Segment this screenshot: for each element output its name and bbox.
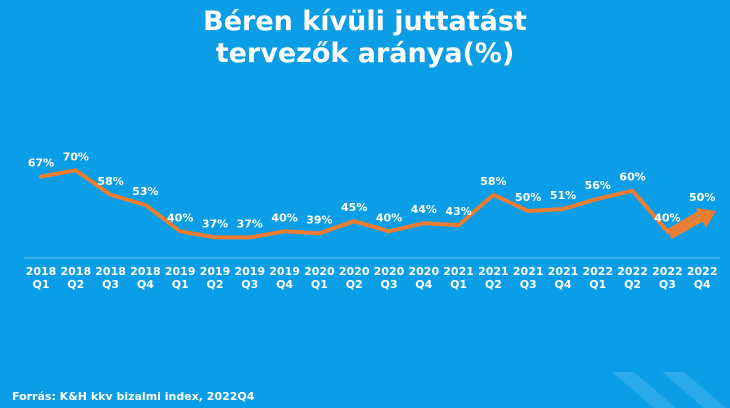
data-point: [248, 235, 252, 239]
data-label: 58%: [97, 175, 123, 188]
data-point: [178, 229, 182, 233]
data-label: 56%: [585, 179, 611, 192]
data-point: [39, 174, 43, 178]
data-label: 40%: [271, 211, 297, 224]
x-tick-label-year: 2020: [339, 265, 370, 278]
x-tick-label-quarter: Q1: [172, 278, 189, 291]
x-tick-label-year: 2022: [687, 265, 718, 278]
x-tick-label-quarter: Q2: [67, 278, 84, 291]
x-tick-label-year: 2018: [95, 265, 126, 278]
data-label: 51%: [550, 189, 576, 202]
data-label: 45%: [341, 201, 367, 214]
x-tick-label-year: 2018: [60, 265, 91, 278]
data-label: 43%: [445, 205, 471, 218]
x-tick-label-year: 2020: [408, 265, 439, 278]
x-tick-label-quarter: Q4: [554, 278, 571, 291]
x-tick-label-year: 2019: [200, 265, 231, 278]
data-label: 50%: [689, 191, 715, 204]
x-tick-label-quarter: Q2: [624, 278, 641, 291]
data-label: 44%: [411, 203, 437, 216]
x-tick-label-year: 2021: [478, 265, 509, 278]
x-tick-label-quarter: Q3: [659, 278, 676, 291]
trend-arrow-icon: [696, 208, 716, 228]
x-tick-label-quarter: Q3: [102, 278, 119, 291]
x-tick-label-year: 2021: [513, 265, 544, 278]
x-tick-label-year: 2020: [304, 265, 335, 278]
x-tick-label-year: 2022: [652, 265, 683, 278]
x-tick-label-quarter: Q4: [137, 278, 154, 291]
source-note: Forrás: K&H kkv bizalmi index, 2022Q4: [12, 390, 255, 403]
data-point: [387, 229, 391, 233]
trend-arrow-shaft: [668, 214, 704, 240]
x-tick-label-quarter: Q4: [415, 278, 432, 291]
title-line-2: tervezők aránya(%): [215, 38, 515, 69]
x-tick-label-quarter: Q1: [450, 278, 467, 291]
x-tick-label-quarter: Q3: [520, 278, 537, 291]
x-tick-label-year: 2022: [582, 265, 613, 278]
data-point: [109, 193, 113, 197]
data-label: 40%: [167, 211, 193, 224]
x-tick-label-year: 2018: [26, 265, 57, 278]
data-point: [665, 229, 669, 233]
data-point: [74, 168, 78, 172]
x-tick-label-year: 2018: [130, 265, 161, 278]
data-point: [213, 235, 217, 239]
data-label: 40%: [376, 211, 402, 224]
x-tick-label-year: 2021: [443, 265, 474, 278]
x-tick-label-year: 2022: [617, 265, 648, 278]
x-tick-label-quarter: Q2: [206, 278, 223, 291]
data-label: 53%: [132, 185, 158, 198]
data-point: [317, 231, 321, 235]
data-label: 37%: [202, 217, 228, 230]
chart-title: Béren kívüli juttatást tervezők aránya(%…: [0, 6, 730, 70]
series-line: [39, 168, 705, 240]
data-label: 70%: [63, 150, 89, 163]
data-point: [491, 193, 495, 197]
data-point: [457, 223, 461, 227]
x-tick-label-quarter: Q1: [589, 278, 606, 291]
data-label: 58%: [480, 175, 506, 188]
data-point: [631, 189, 635, 193]
data-label: 50%: [515, 191, 541, 204]
data-point: [526, 209, 530, 213]
data-point: [422, 221, 426, 225]
data-label: 60%: [619, 171, 645, 184]
x-tick-label-year: 2021: [548, 265, 579, 278]
x-tick-label-quarter: Q2: [346, 278, 363, 291]
x-tick-label-quarter: Q2: [485, 278, 502, 291]
x-tick-label-quarter: Q3: [380, 278, 397, 291]
data-label: 37%: [237, 217, 263, 230]
x-tick-label-quarter: Q1: [311, 278, 328, 291]
data-point: [596, 197, 600, 201]
x-tick-label-quarter: Q3: [241, 278, 258, 291]
data-point: [283, 229, 287, 233]
data-point: [561, 207, 565, 211]
data-point: [143, 203, 147, 207]
x-tick-label-year: 2019: [269, 265, 300, 278]
data-point: [352, 219, 356, 223]
data-label: 39%: [306, 213, 332, 226]
data-label: 40%: [654, 211, 680, 224]
x-tick-label-quarter: Q4: [276, 278, 293, 291]
x-tick-label-quarter: Q4: [694, 278, 711, 291]
x-tick-label-quarter: Q1: [32, 278, 49, 291]
data-label: 67%: [28, 156, 54, 169]
x-tick-label-year: 2019: [165, 265, 196, 278]
x-tick-label-year: 2020: [374, 265, 405, 278]
title-line-1: Béren kívüli juttatást: [203, 6, 527, 37]
x-tick-label-year: 2019: [234, 265, 265, 278]
